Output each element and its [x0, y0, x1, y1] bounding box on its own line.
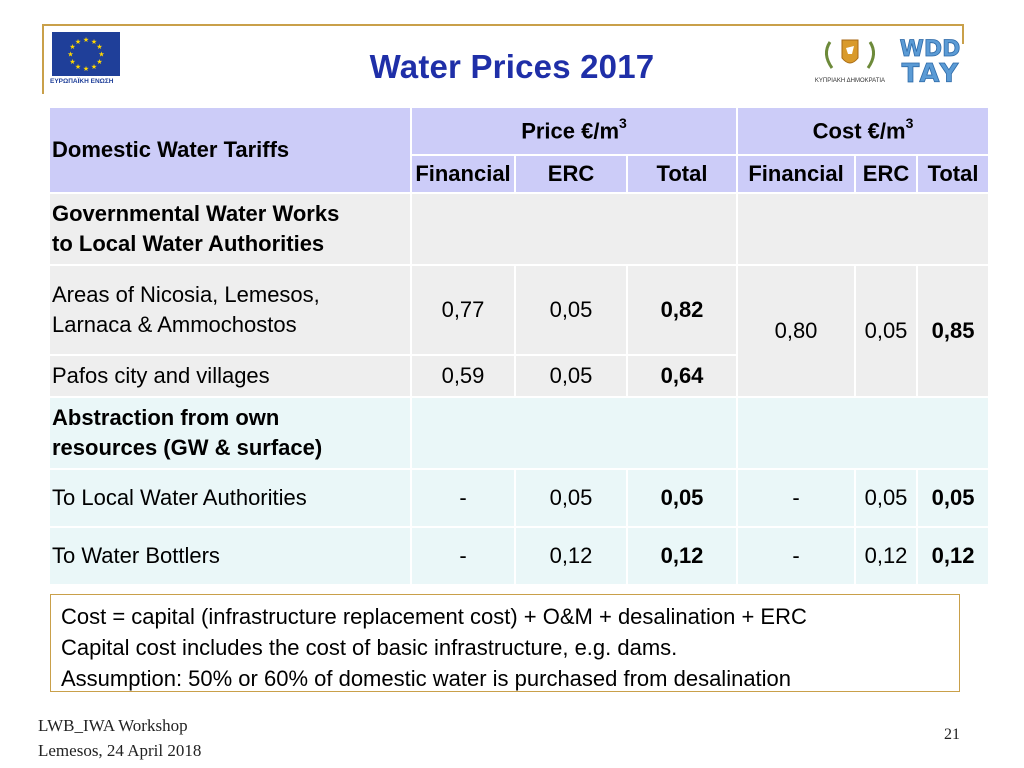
price-erc-cell: 0,05: [514, 264, 628, 356]
wdd-logo: WDD ΤΑΥ: [898, 34, 962, 90]
row-label: To Water Bottlers: [48, 526, 412, 586]
price-total-cell: 0,12: [625, 526, 739, 586]
cost-group-header: Cost €/m3: [736, 106, 991, 156]
cyprus-emblem-icon: [825, 39, 875, 69]
note-line: Assumption: 50% or 60% of domestic water…: [61, 666, 792, 691]
cost-total-cell: 0,12: [916, 526, 991, 586]
cost-total-header: Total: [916, 154, 991, 194]
svg-text:★: ★: [75, 63, 81, 71]
eu-flag-icon: ★ ★ ★ ★ ★ ★ ★ ★ ★ ★ ★ ★: [52, 32, 120, 76]
table-row: Governmental Water Works to Local Water …: [48, 192, 991, 266]
empty-cell: [409, 192, 739, 266]
svg-text:★: ★: [67, 51, 73, 59]
cost-erc-cell: 0,05: [854, 264, 919, 398]
price-financial-cell: 0,59: [410, 354, 516, 398]
empty-cell: [736, 396, 991, 470]
cost-financial-cell: 0,80: [736, 264, 857, 398]
section-title: Abstraction from own resources (GW & sur…: [48, 396, 412, 470]
table-row: Areas of Nicosia, Lemesos, Larnaca & Amm…: [48, 264, 991, 398]
svg-text:★: ★: [69, 58, 75, 66]
svg-text:★: ★: [98, 51, 104, 59]
cost-total-cell: 0,85: [916, 264, 991, 398]
cost-financial-header: Financial: [736, 154, 857, 194]
table-row: Abstraction from own resources (GW & sur…: [48, 396, 991, 470]
svg-text:★: ★: [69, 43, 75, 51]
svg-text:★: ★: [83, 65, 89, 73]
note-line: Cost = capital (infrastructure replaceme…: [61, 604, 807, 629]
price-erc-header: ERC: [514, 154, 628, 194]
svg-text:★: ★: [83, 36, 89, 44]
wdd-top-text: WDD: [900, 37, 961, 62]
cost-financial-cell: -: [736, 526, 857, 586]
table-row: Pafos city and villages 0,59 0,05 0,64: [48, 354, 989, 398]
price-financial-header: Financial: [410, 154, 516, 194]
section-title: Governmental Water Works to Local Water …: [48, 192, 412, 266]
footer-date: Lemesos, 24 April 2018: [38, 741, 202, 760]
notes-box: Cost = capital (infrastructure replaceme…: [50, 594, 960, 692]
page-number: 21: [944, 726, 960, 743]
cost-total-cell: 0,05: [916, 468, 991, 528]
cost-erc-header: ERC: [854, 154, 919, 194]
corner-header: Domestic Water Tariffs: [48, 106, 412, 194]
price-erc-cell: 0,05: [514, 354, 628, 398]
price-financial-cell: -: [410, 468, 516, 528]
svg-text:★: ★: [75, 38, 81, 46]
empty-cell: [409, 396, 739, 470]
table-row: To Local Water Authorities - 0,05 0,05 -…: [48, 468, 991, 528]
svg-text:★: ★: [96, 43, 102, 51]
row-label: Pafos city and villages: [48, 354, 412, 398]
row-label: Areas of Nicosia, Lemesos, Larnaca & Amm…: [48, 264, 412, 356]
frame-line-left: [42, 24, 44, 94]
note-line: Capital cost includes the cost of basic …: [61, 635, 678, 660]
price-total-cell: 0,64: [625, 354, 739, 398]
cyprus-caption: ΚΥΠΡΙΑΚΗ ΔΗΜΟΚΡΑΤΙΑ: [814, 78, 886, 84]
svg-text:★: ★: [91, 63, 97, 71]
page-title: Water Prices 2017: [369, 48, 655, 85]
svg-text:★: ★: [96, 58, 102, 66]
row-label: To Local Water Authorities: [48, 468, 412, 528]
cost-financial-cell: -: [736, 468, 857, 528]
empty-cell: [736, 192, 991, 266]
table-row: To Water Bottlers - 0,12 0,12 - 0,12 0,1…: [48, 526, 991, 586]
svg-text:★: ★: [91, 38, 97, 46]
price-total-cell: 0,82: [625, 264, 739, 356]
water-tariffs-table: Domestic Water Tariffs Price €/m3 Cost €…: [48, 106, 991, 586]
wdd-bottom-text: ΤΑΥ: [902, 59, 960, 88]
cost-erc-cell: 0,12: [854, 526, 919, 586]
price-erc-cell: 0,12: [514, 526, 628, 586]
price-group-header: Price €/m3: [409, 106, 739, 156]
footer: LWB_IWA Workshop Lemesos, 24 April 2018: [38, 713, 201, 763]
eu-caption: ΕΥΡΩΠΑΪΚΗ ΕΝΩΣΗ: [50, 78, 114, 85]
cyprus-logo: ΚΥΠΡΙΑΚΗ ΔΗΜΟΚΡΑΤΙΑ: [808, 34, 892, 86]
price-total-header: Total: [625, 154, 739, 194]
price-erc-cell: 0,05: [514, 468, 628, 528]
footer-event: LWB_IWA Workshop: [38, 716, 188, 735]
eu-logo: ★ ★ ★ ★ ★ ★ ★ ★ ★ ★ ★ ★ ΕΥΡΩΠΑΪΚΗ ΕΝΩΣΗ: [50, 32, 122, 88]
frame-line-top: [42, 24, 964, 26]
cost-erc-cell: 0,05: [854, 468, 919, 528]
price-financial-cell: 0,77: [410, 264, 516, 356]
price-total-cell: 0,05: [625, 468, 739, 528]
frame-line-right: [962, 24, 964, 44]
price-financial-cell: -: [410, 526, 516, 586]
